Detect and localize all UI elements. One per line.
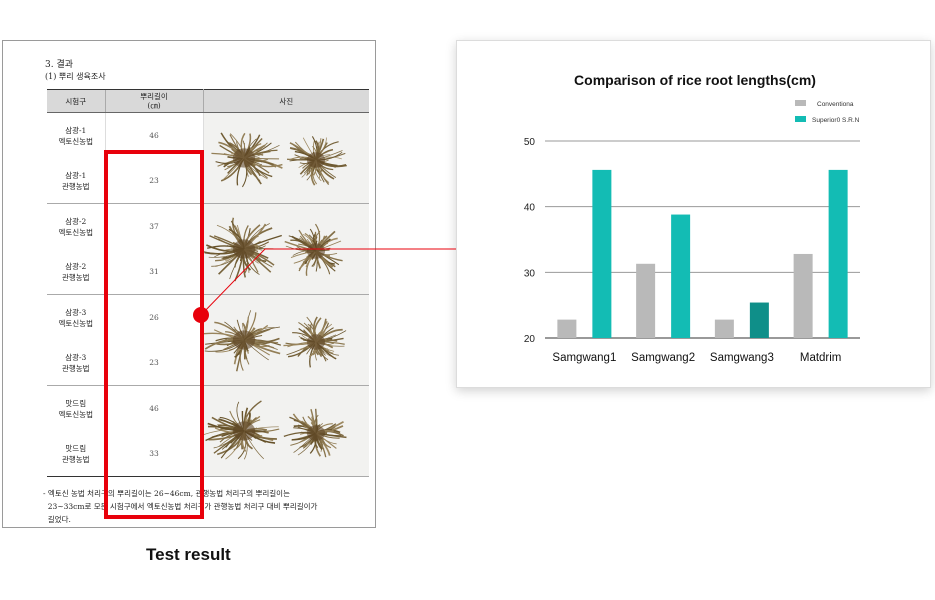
footnote-line: 길었다.	[47, 515, 71, 524]
root-length-cell: 31	[104, 249, 204, 295]
plot-method: 엑토신농법	[58, 409, 94, 419]
document-panel: 3. 결과 (1) 뿌리 생육조사 시험구 뿌리길이 (㎝) 사진 삼광-1 엑토…	[2, 40, 376, 528]
chart-panel: Comparison of rice root lengths(cm) Conv…	[456, 40, 931, 388]
x-tick-label: Samgwang1	[552, 352, 616, 364]
root-growth-table: 시험구 뿌리길이 (㎝) 사진 삼광-1 엑토신농법 46 삼광-1 관행농법 23…	[47, 89, 369, 477]
plot-method: 관행농법	[61, 454, 90, 464]
plot-cell: 삼광-3 엑토신농법	[47, 295, 105, 341]
chart-bars	[557, 169, 848, 338]
plot-method: 관행농법	[61, 181, 90, 191]
y-axis-ticks: 20 30 40 50	[524, 137, 536, 345]
root-photo	[203, 294, 369, 386]
header-plot: 시험구	[47, 89, 105, 113]
chart-gridlines	[545, 140, 860, 339]
bar-conventional-samgwang3	[714, 319, 734, 338]
result-footnote: - 엑토신 농법 처리구의 뿌리길이는 26~46cm, 관행농법 처리구의 뿌…	[43, 487, 359, 526]
plot-name: 맛드림	[65, 398, 87, 408]
y-tick-label: 30	[524, 268, 536, 279]
root-length-cell: 33	[104, 431, 204, 477]
plot-name: 맛드림	[65, 443, 87, 453]
root-clump-image	[210, 132, 347, 188]
legend-swatch	[795, 116, 806, 122]
legend-swatch	[795, 100, 806, 106]
plot-name: 삼광-1	[65, 170, 87, 180]
bar-superior-matdrim	[828, 169, 848, 338]
root-length-cell: 26	[104, 294, 204, 340]
plot-method: 엑토신농법	[58, 136, 94, 146]
plot-cell: 삼광-1 관행농법	[47, 158, 105, 204]
plot-method: 엑토신농법	[58, 227, 94, 237]
chart-legend: Conventiona Superior0 S.R.N	[795, 100, 860, 124]
plot-cell: 맛드림 엑토신농법	[47, 386, 105, 432]
footnote-line: 23~33cm로 모든 시험구에서 엑토신농법 처리구가 관행농법 처리구 대비…	[47, 502, 318, 511]
plot-cell: 삼광-1 엑토신농법	[47, 113, 105, 159]
test-result-caption: Test result	[146, 545, 231, 564]
x-axis-ticks: Samgwang1 Samgwang2 Samgwang3 Matdrim	[552, 352, 841, 364]
section-title: 3. 결과	[45, 60, 74, 70]
bar-superior-samgwang2	[671, 214, 691, 338]
plot-name: 삼광-3	[65, 352, 87, 362]
header-photo: 사진	[203, 89, 369, 113]
plot-method: 관행농법	[61, 272, 90, 282]
root-length-cell: 46	[104, 112, 204, 158]
root-length-cell: 46	[104, 385, 204, 431]
root-photo	[203, 112, 369, 204]
y-tick-label: 20	[524, 334, 536, 345]
header-root-length: 뿌리길이 (㎝)	[104, 89, 204, 113]
root-length-cell: 37	[104, 203, 204, 249]
plot-cell: 맛드림 관행농법	[47, 431, 105, 477]
plot-method: 관행농법	[61, 363, 90, 373]
header-root-length-label: 뿌리길이	[140, 92, 168, 101]
legend-label: Superior0 S.R.N	[812, 117, 860, 124]
bar-conventional-samgwang2	[636, 263, 656, 338]
plot-name: 삼광-3	[65, 307, 87, 317]
plot-name: 삼광-1	[65, 125, 87, 135]
plot-cell: 삼광-2 엑토신농법	[47, 204, 105, 250]
root-clump-image	[203, 400, 347, 460]
y-tick-label: 50	[524, 137, 536, 148]
plot-cell: 삼광-3 관행농법	[47, 340, 105, 386]
root-photo	[203, 385, 369, 477]
root-photo	[203, 203, 369, 295]
x-tick-label: Matdrim	[800, 352, 842, 364]
bar-superior-samgwang1	[592, 169, 612, 338]
root-length-cell: 23	[104, 158, 204, 204]
bar-conventional-matdrim	[793, 253, 813, 338]
chart-title: Comparison of rice root lengths(cm)	[574, 72, 816, 88]
plot-method: 엑토신농법	[58, 318, 94, 328]
root-length-cell: 23	[104, 340, 204, 386]
y-tick-label: 40	[524, 203, 536, 214]
plot-name: 삼광-2	[65, 216, 87, 226]
legend-label: Conventiona	[817, 101, 854, 108]
root-clump-image	[203, 310, 346, 372]
header-root-length-unit: (㎝)	[147, 101, 161, 110]
x-tick-label: Samgwang3	[710, 352, 774, 364]
root-clump-image	[203, 217, 343, 282]
x-tick-label: Samgwang2	[631, 352, 695, 364]
plot-name: 삼광-2	[65, 261, 87, 271]
plot-cell: 삼광-2 관행농법	[47, 249, 105, 295]
footnote-line: - 엑토신 농법 처리구의 뿌리길이는 26~46cm, 관행농법 처리구의 뿌…	[43, 489, 290, 498]
section-subtitle: (1) 뿌리 생육조사	[45, 72, 106, 81]
bar-superior-samgwang3	[749, 302, 769, 338]
bar-conventional-samgwang1	[557, 319, 577, 338]
root-length-bar-chart: Comparison of rice root lengths(cm) Conv…	[524, 72, 860, 364]
